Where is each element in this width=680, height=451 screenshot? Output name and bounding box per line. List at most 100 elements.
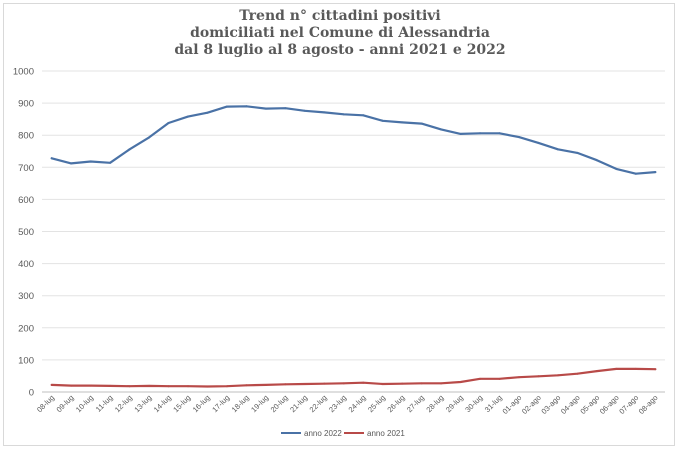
data-point — [381, 382, 384, 385]
series-line-anno-2021 — [50, 367, 657, 388]
data-point — [362, 114, 365, 117]
data-point — [498, 377, 501, 380]
data-point — [342, 113, 345, 116]
y-tick-label: 700 — [18, 163, 34, 174]
data-point — [615, 167, 618, 170]
data-point — [167, 122, 170, 125]
data-point — [245, 105, 248, 108]
data-point — [576, 151, 579, 154]
data-point — [537, 141, 540, 144]
x-tick-label: 27-lug — [405, 393, 426, 414]
data-point — [634, 367, 637, 370]
data-point — [284, 107, 287, 110]
x-tick-label: 30-lug — [463, 393, 484, 414]
y-tick-label: 0 — [29, 388, 34, 399]
data-point — [303, 109, 306, 112]
x-tick-label: 13-lug — [132, 393, 153, 414]
x-tick-label: 18-lug — [230, 393, 251, 414]
data-point — [595, 159, 598, 162]
data-point — [148, 384, 151, 387]
x-tick-label: 08-ago — [637, 393, 660, 416]
y-tick-label: 900 — [18, 99, 34, 110]
data-point — [440, 382, 443, 385]
x-tick-label: 26-lug — [385, 393, 406, 414]
data-point — [128, 148, 131, 151]
data-point — [109, 384, 112, 387]
y-tick-label: 600 — [18, 195, 34, 206]
x-tick-label: 15-lug — [171, 393, 192, 414]
x-tick-label: 07-ago — [617, 393, 640, 416]
data-point — [50, 383, 53, 386]
data-point — [225, 105, 228, 108]
x-tick-label: 01-ago — [501, 393, 524, 416]
y-tick-label: 400 — [18, 259, 34, 270]
data-point — [89, 384, 92, 387]
data-point — [264, 107, 267, 110]
chart-title: Trend n° cittadini positivi domiciliati … — [0, 8, 680, 59]
x-tick-label: 28-lug — [424, 393, 445, 414]
data-point — [654, 368, 657, 371]
x-tick-label: 14-lug — [152, 393, 173, 414]
data-point — [225, 385, 228, 388]
x-tick-label: 03-ago — [539, 393, 562, 416]
chart-title-line-2: domiciliati nel Comune di Alessandria — [190, 25, 490, 41]
x-tick-label: 22-lug — [308, 393, 329, 414]
x-tick-label: 05-ago — [578, 393, 601, 416]
x-tick-label: 16-lug — [191, 393, 212, 414]
x-tick-label: 10-lug — [74, 393, 95, 414]
data-point — [128, 385, 131, 388]
data-point — [50, 157, 53, 160]
x-tick-label: 17-lug — [210, 393, 231, 414]
data-point — [634, 172, 637, 175]
data-point — [206, 385, 209, 388]
data-point — [615, 367, 618, 370]
data-point — [401, 382, 404, 385]
y-tick-label: 200 — [18, 323, 34, 334]
x-tick-label: 11-lug — [94, 393, 115, 414]
data-point — [556, 148, 559, 151]
data-point — [70, 162, 73, 165]
data-point — [479, 132, 482, 135]
y-tick-label: 1000 — [13, 67, 34, 78]
y-tick-label: 500 — [18, 227, 34, 238]
data-point — [167, 385, 170, 388]
data-point — [70, 384, 73, 387]
data-point — [459, 381, 462, 384]
x-tick-label: 09-lug — [55, 393, 76, 414]
x-tick-label: 21-lug — [288, 393, 309, 414]
data-point — [556, 374, 559, 377]
data-point — [440, 128, 443, 131]
chart-frame — [3, 3, 675, 446]
data-point — [595, 370, 598, 373]
data-point — [381, 119, 384, 122]
x-tick-label: 23-lug — [327, 393, 348, 414]
x-tick-label: 04-ago — [559, 393, 582, 416]
data-point — [148, 136, 151, 139]
chart-title-line-1: Trend n° cittadini positivi — [239, 8, 441, 24]
data-point — [576, 372, 579, 375]
data-point — [362, 381, 365, 384]
legend-label: anno 2021 — [367, 429, 405, 438]
y-tick-label: 100 — [18, 355, 34, 366]
data-point — [517, 136, 520, 139]
x-tick-label: 20-lug — [269, 393, 290, 414]
data-point — [89, 160, 92, 163]
x-tick-label: 19-lug — [249, 393, 270, 414]
data-point — [537, 375, 540, 378]
x-tick-label: 06-ago — [598, 393, 621, 416]
data-point — [479, 377, 482, 380]
data-point — [206, 111, 209, 114]
data-point — [401, 121, 404, 124]
x-tick-label: 02-ago — [520, 393, 543, 416]
data-point — [323, 111, 326, 114]
data-point — [284, 383, 287, 386]
data-point — [245, 384, 248, 387]
data-point — [420, 122, 423, 125]
data-point — [303, 382, 306, 385]
data-point — [517, 376, 520, 379]
data-point — [498, 132, 501, 135]
x-tick-label: 08-lug — [35, 393, 56, 414]
data-point — [109, 161, 112, 164]
data-point — [264, 383, 267, 386]
